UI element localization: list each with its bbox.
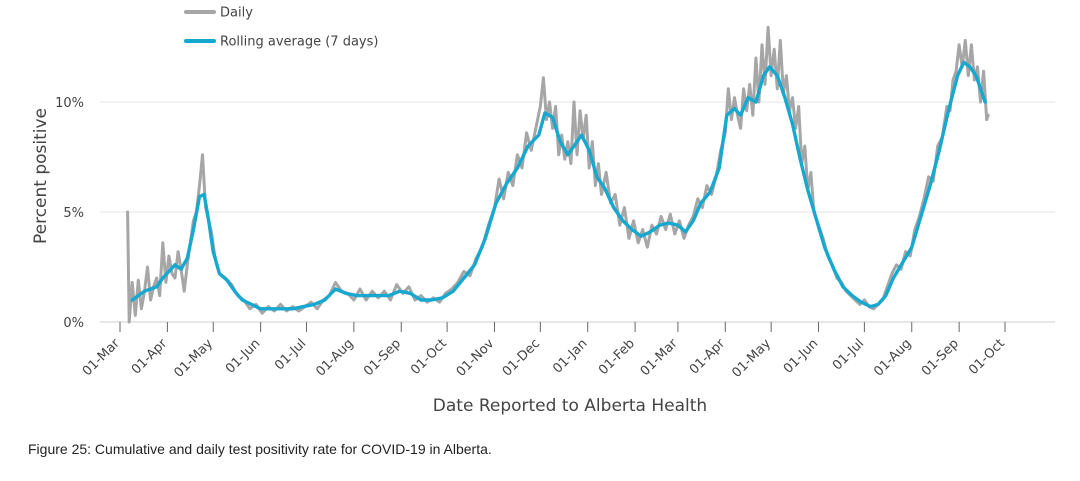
x-tick-label: 01-Nov (454, 336, 498, 380)
x-tick-label: 01-Aug (313, 336, 356, 379)
y-axis-title: Percent positive (31, 108, 51, 244)
x-tick-label: 01-Dec (500, 336, 543, 379)
x-tick-label: 01-Mar (638, 336, 681, 379)
x-tick-label: 01-Jul (272, 336, 309, 373)
x-tick-label: 01-May (729, 336, 774, 381)
series-layer (126, 25, 990, 324)
y-tick-label: 5% (63, 206, 84, 221)
x-tick-label: 01-Jun (781, 336, 822, 377)
x-axis-title: Date Reported to Alberta Health (433, 396, 707, 416)
x-tick-label: 01-Oct (966, 336, 1008, 378)
y-axis: 0% 5% 10% (55, 96, 84, 331)
x-tick-label: 01-Aug (871, 336, 914, 379)
figure-caption: Figure 25: Cumulative and daily test pos… (28, 441, 492, 457)
x-tick-label: 01-Jul (830, 336, 867, 373)
legend: Daily Rolling average (7 days) (184, 6, 378, 50)
x-tick-label: 01-Jun (223, 336, 264, 377)
x-tick-label: 01-Sep (919, 336, 962, 379)
legend-label-daily: Daily (220, 6, 253, 21)
x-tick-label: 01-Apr (687, 336, 729, 378)
rolling-average-line (130, 60, 987, 311)
daily-series-line (126, 25, 990, 324)
y-tick-label: 10% (55, 96, 84, 111)
gridlines (100, 101, 1055, 323)
x-tick-label: 01-Sep (361, 336, 404, 379)
y-tick-label: 0% (63, 316, 84, 331)
x-axis: 01-Mar 01-Apr 01-May 01-Jun 01-Jul 01-Aug 01-S… (80, 322, 1008, 381)
x-tick-label: 01-Oct (408, 336, 450, 378)
x-tick-label: 01-Mar (80, 336, 123, 379)
x-tick-label: 01-Jan (550, 336, 590, 376)
legend-label-rolling: Rolling average (7 days) (220, 35, 378, 50)
x-tick-label: 01-Feb (596, 336, 638, 378)
x-tick-label: 01-May (171, 336, 216, 381)
x-tick-label: 01-Apr (129, 336, 171, 378)
